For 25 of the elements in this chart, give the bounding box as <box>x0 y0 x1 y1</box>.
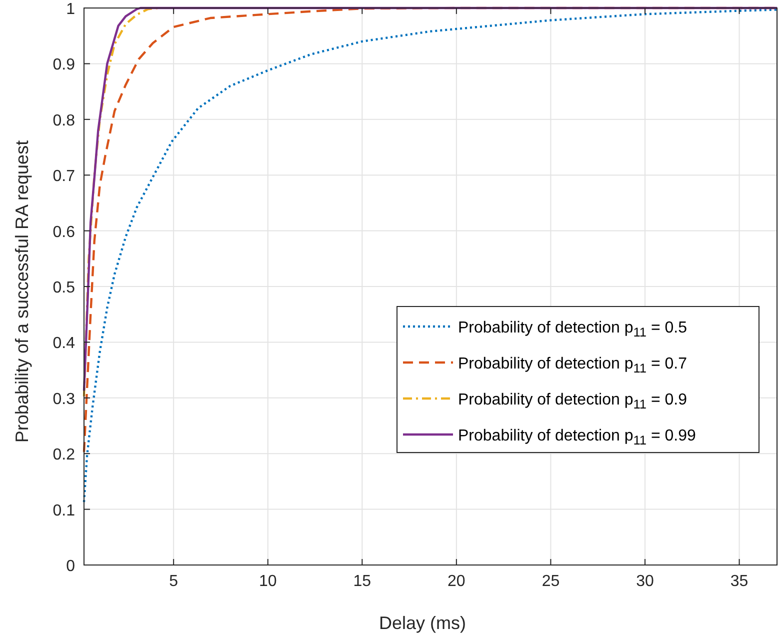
y-tick-label: 0.2 <box>52 446 76 464</box>
y-tick-label: 0.8 <box>52 112 76 130</box>
x-tick-label: 5 <box>169 573 178 590</box>
y-tick-label: 0.1 <box>52 502 76 520</box>
x-tick-label: 20 <box>448 573 466 590</box>
y-tick-label: 0.4 <box>52 335 76 352</box>
x-axis-title: Delay (ms) <box>378 613 466 633</box>
x-tick-label: 30 <box>636 573 654 590</box>
y-tick-label: 0.7 <box>52 168 76 186</box>
y-tick-label: 0.9 <box>52 56 76 74</box>
y-tick-label: 0 <box>66 558 76 575</box>
legend-label: Probability of detection p$_{11}$ = 0.9 <box>458 392 688 412</box>
legend-label: Probability of detection p$_{11}$ = 0.5 <box>458 320 688 340</box>
x-tick-label: 10 <box>258 573 277 590</box>
y-tick-label: 0.6 <box>52 224 76 241</box>
y-tick-label: 0.5 <box>52 280 76 296</box>
y-tick-label: 0.3 <box>52 390 76 408</box>
y-tick-label: 1 <box>66 1 76 18</box>
x-tick-label: 35 <box>730 573 748 590</box>
legend-label: Probability of detection p$_{11}$ = 0.99 <box>458 428 696 448</box>
x-tick-label: 15 <box>353 573 372 590</box>
line-series <box>82 6 160 398</box>
y-axis-title: Probability of a successful RA request <box>12 140 32 443</box>
x-tick-label: 25 <box>542 573 560 590</box>
legend-label: Probability of detection p$_{11}$ = 0.7 <box>458 356 688 376</box>
